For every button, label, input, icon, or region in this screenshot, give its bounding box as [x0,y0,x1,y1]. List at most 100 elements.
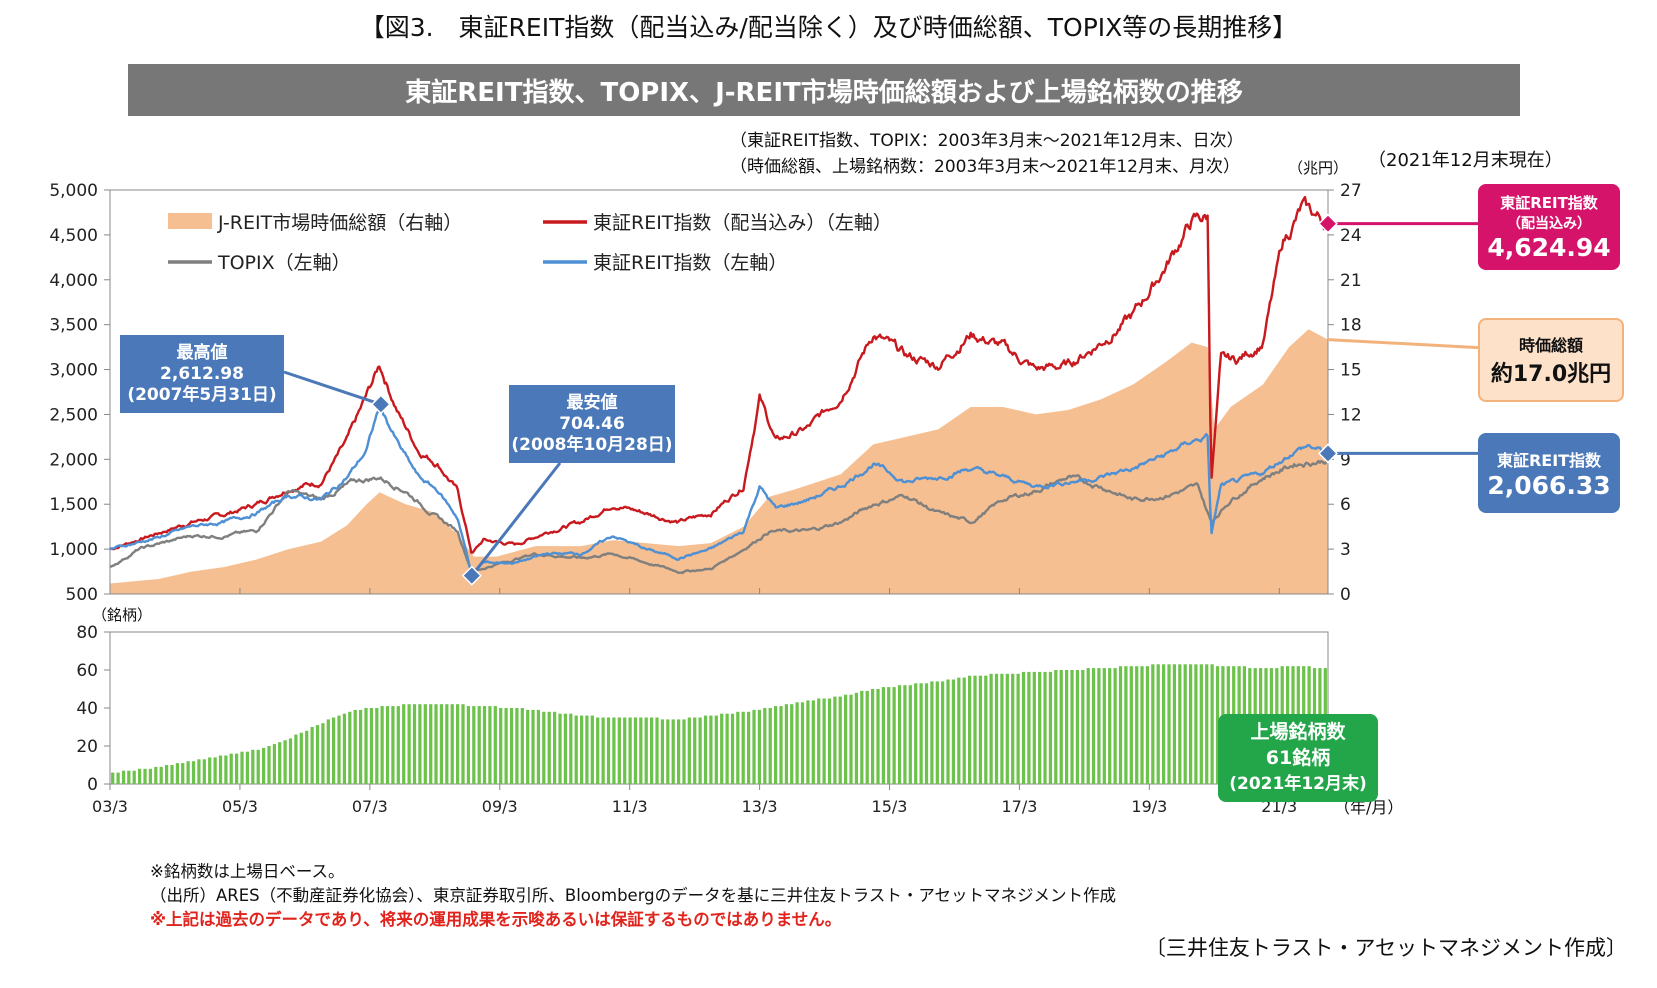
count-bar [660,719,665,784]
count-bar [1210,664,1214,784]
count-bar [1135,666,1139,784]
count-bar [477,706,481,784]
count-bar [1178,664,1182,784]
x-axis-unit: （年/月） [1334,798,1404,817]
count-bar [720,713,724,784]
count-bar [633,717,638,784]
count-bar [175,763,180,784]
count-bar [596,717,600,784]
count-bar [919,683,923,784]
left-axis-tick-label: 5,000 [49,181,98,201]
x-axis-tick-label: 17/3 [1001,797,1037,816]
count-bar [294,734,298,784]
count-bar [887,687,891,784]
count-bar [730,713,735,784]
plot-frame-top [109,189,1329,595]
count-bar [450,704,454,784]
count-bar [800,702,805,784]
left-axis-tick-label: 3,500 [49,316,98,336]
as-of-note: （2021年12月末現在） [1368,150,1563,171]
legend-label-reit: 東証REIT指数（左軸） [593,252,787,274]
count-bar [380,706,384,784]
callout-low-date: (2008年10月28日) [511,434,673,455]
count-axis-tick-label: 0 [87,775,98,795]
count-bar [121,770,126,784]
count-bar [876,689,880,784]
callout-mcap-title: 時価総額 [1518,336,1583,355]
right-axis-unit: （兆円） [1288,159,1349,177]
legend-swatch-mcap [168,213,212,229]
count-bar [897,685,902,784]
x-axis-tick-label: 09/3 [482,797,518,816]
count-bar [844,694,848,784]
callout-count-date: (2021年12月末) [1229,774,1367,794]
count-bar [951,679,956,784]
left-axis-tick-label: 1,500 [49,495,98,515]
count-bar [1129,666,1133,784]
left-axis-tick-label: 2,500 [49,405,98,425]
footnote-disclaimer: ※上記は過去のデータであり、将来の運用成果を示唆あるいは保証するものではありませ… [150,910,842,929]
count-bar [262,747,266,784]
count-bar [639,717,643,784]
count-bar [833,696,837,784]
count-bar [623,717,627,784]
right-axis-tick-label: 9 [1340,450,1351,470]
count-bar [445,704,449,784]
count-bar [973,675,977,784]
count-bar [1032,671,1036,784]
count-bar [310,727,314,784]
count-bar [369,708,374,784]
x-axis-tick-label: 07/3 [352,797,388,816]
count-bar [1118,666,1123,784]
count-bar [407,704,411,784]
count-bar [892,687,896,784]
count-bar [585,715,589,784]
count-bar [1005,673,1009,784]
count-bar [1021,671,1026,784]
count-bar [278,742,282,784]
count-bar [1145,666,1150,784]
series-topix-line [109,458,1329,575]
figure-title: 【図3. 東証REIT指数（配当込み/配当除く）及び時価総額、TOPIX等の長期… [359,13,1298,42]
count-bar [1199,664,1203,784]
count-bar [520,708,524,784]
count-bar [272,744,277,784]
callout-reit-value: 2,066.33 [1487,470,1611,500]
count-bar [461,704,465,784]
left-axis-tick-label: 1,000 [49,540,98,560]
count-bar [671,719,675,784]
count-bar [757,709,762,784]
count-axis-tick-label: 60 [76,661,98,681]
count-bar [391,706,395,784]
callout-count-title: 上場銘柄数 [1250,721,1346,743]
count-bar [412,704,417,784]
count-bar [1038,671,1042,784]
callout-count: 上場銘柄数 61銘柄 (2021年12月末) [1218,714,1378,802]
count-bar [854,692,859,784]
count-bar [628,717,632,784]
count-bar [811,700,815,784]
count-bar [1162,664,1166,784]
callout-reit-div-sub: （配当込み） [1507,216,1591,232]
count-bar [1000,673,1004,784]
count-bar [434,704,438,784]
count-bar [849,694,853,784]
count-bar [315,725,320,784]
count-bar [698,717,702,784]
callout-reit-div-title: 東証REIT指数 [1500,194,1598,212]
count-bar [181,763,185,784]
count-axis-unit: （銘柄） [92,606,153,624]
count-bar [822,698,826,784]
x-axis-tick-label: 03/3 [92,797,128,816]
marker-reit-div [1317,213,1339,234]
count-bar [650,717,654,784]
count-bar [827,698,832,784]
leader-mcap [1327,338,1479,350]
count-bar [779,706,783,784]
count-bar [860,690,864,784]
count-bar [348,711,352,784]
count-bar [871,689,875,784]
right-axis-tick-label: 3 [1340,540,1351,560]
count-bar [170,765,174,784]
count-bar [1016,673,1020,784]
